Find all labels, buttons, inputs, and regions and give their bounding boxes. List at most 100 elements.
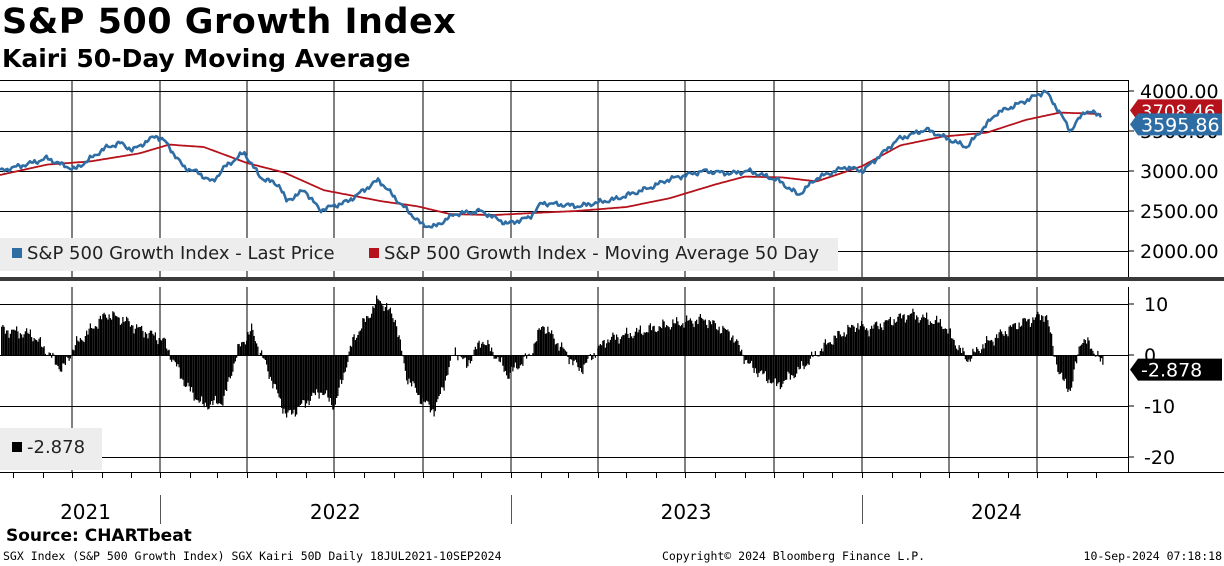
kairi-bar bbox=[933, 323, 935, 355]
kairi-bar bbox=[253, 335, 255, 355]
kairi-bar bbox=[337, 355, 339, 396]
kairi-bar bbox=[632, 338, 634, 355]
kairi-bar bbox=[97, 328, 99, 355]
kairi-bar bbox=[369, 317, 371, 355]
kairi-bar bbox=[616, 334, 618, 355]
kairi-bar bbox=[961, 352, 963, 355]
kairi-bar bbox=[494, 355, 496, 359]
kairi-bar bbox=[502, 355, 504, 366]
kairi-bar bbox=[962, 347, 964, 355]
kairi-bar bbox=[8, 337, 10, 355]
kairi-bar bbox=[871, 325, 873, 355]
kairi-bar bbox=[827, 343, 829, 355]
kairi-bar bbox=[1086, 343, 1088, 355]
kairi-bar bbox=[587, 355, 589, 359]
kairi-bar bbox=[372, 306, 374, 355]
kairi-bar bbox=[608, 342, 610, 355]
kairi-bar bbox=[966, 355, 968, 362]
kairi-bar bbox=[867, 330, 869, 355]
kairi-bar bbox=[532, 353, 534, 355]
kairi-bar bbox=[606, 343, 608, 355]
kairi-bar bbox=[401, 350, 403, 355]
kairi-bar bbox=[1064, 355, 1066, 379]
kairi-bar bbox=[179, 355, 181, 379]
kairi-bar bbox=[306, 355, 308, 404]
kairi-bar bbox=[521, 355, 523, 365]
kairi-bar bbox=[416, 355, 418, 393]
kairi-bar bbox=[268, 355, 270, 379]
kairi-bar bbox=[747, 355, 749, 364]
kairi-bar bbox=[1041, 315, 1043, 355]
kairi-bar bbox=[404, 355, 406, 371]
kairi-bar bbox=[332, 355, 334, 410]
kairi-bar bbox=[1081, 344, 1083, 355]
kairi-bar bbox=[231, 355, 233, 376]
kairi-bar bbox=[319, 355, 321, 393]
kairi-bar bbox=[136, 324, 138, 355]
kairi-bar bbox=[12, 329, 14, 355]
kairi-bar bbox=[266, 355, 268, 365]
kairi-bar bbox=[533, 343, 535, 355]
kairi-bar bbox=[681, 324, 683, 355]
kairi-bar bbox=[301, 355, 303, 404]
kairi-bar bbox=[889, 316, 891, 355]
kairi-bar bbox=[642, 335, 644, 355]
kairi-bar bbox=[531, 355, 533, 356]
kairi-bar bbox=[674, 323, 676, 355]
kairi-bar bbox=[881, 327, 883, 355]
kairi-bar bbox=[42, 347, 44, 355]
kairi-bar bbox=[556, 343, 558, 355]
kairi-bar bbox=[831, 344, 833, 355]
kairi-bar bbox=[792, 355, 794, 376]
kairi-bar bbox=[907, 315, 909, 355]
kairi-bar bbox=[809, 355, 811, 359]
kairi-bar bbox=[189, 355, 191, 392]
kairi-bar bbox=[872, 328, 874, 355]
kairi-bar bbox=[247, 332, 249, 355]
kairi-bar bbox=[98, 318, 100, 355]
kairi-bar bbox=[941, 326, 943, 355]
kairi-bar bbox=[667, 325, 669, 355]
kairi-bar bbox=[541, 327, 543, 355]
kairi-bar bbox=[286, 355, 288, 418]
kairi-bar bbox=[692, 323, 694, 355]
kairi-bar bbox=[639, 325, 641, 355]
kairi-bar bbox=[836, 338, 838, 355]
kairi-bar bbox=[102, 314, 104, 355]
kairi-bar bbox=[501, 355, 503, 358]
kairi-bar bbox=[432, 355, 434, 410]
kairi-bar bbox=[209, 355, 211, 405]
kairi-bar bbox=[1063, 355, 1065, 381]
kairi-bar bbox=[763, 355, 765, 374]
kairi-bar bbox=[791, 355, 793, 376]
kairi-bar bbox=[676, 317, 678, 355]
kairi-bar bbox=[708, 319, 710, 355]
kairi-bar bbox=[114, 315, 116, 355]
kairi-bar bbox=[257, 346, 259, 355]
kairi-bar bbox=[604, 347, 606, 355]
kairi-bar bbox=[474, 346, 476, 355]
kairi-bar bbox=[931, 323, 933, 355]
kairi-bar bbox=[1013, 323, 1015, 355]
legend-swatch-kairi bbox=[12, 442, 22, 452]
kairi-bar bbox=[937, 322, 939, 355]
kairi-bar bbox=[837, 330, 839, 355]
kairi-bar bbox=[1093, 353, 1095, 355]
kairi-bar bbox=[743, 355, 745, 364]
kairi-bar bbox=[44, 353, 46, 355]
kairi-bar bbox=[574, 355, 576, 360]
kairi-bar bbox=[902, 315, 904, 355]
kairi-bar bbox=[691, 320, 693, 355]
kairi-bar bbox=[592, 355, 594, 360]
kairi-bar bbox=[338, 355, 340, 388]
kairi-bar bbox=[126, 316, 128, 355]
kairi-bar bbox=[627, 334, 629, 355]
kairi-bar bbox=[252, 329, 254, 355]
kairi-bar bbox=[729, 340, 731, 355]
kairi-bar bbox=[744, 355, 746, 361]
kairi-bar bbox=[1097, 350, 1099, 355]
kairi-bar bbox=[971, 355, 973, 359]
kairi-bar bbox=[688, 320, 690, 355]
kairi-bar bbox=[232, 355, 234, 372]
kairi-bar bbox=[807, 355, 809, 364]
